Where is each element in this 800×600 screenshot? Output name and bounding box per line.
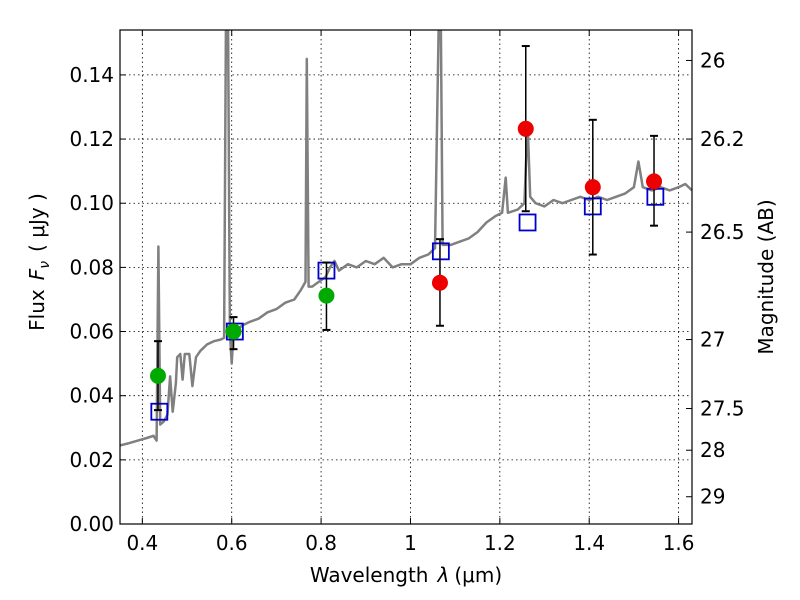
- plot-background: [120, 30, 692, 524]
- model-flux-square: [518, 213, 537, 232]
- observed-green-point: [225, 323, 242, 340]
- observed-red-point: [646, 173, 663, 190]
- y2-tick-label: 26: [700, 48, 725, 72]
- x-tick-label: 1.2: [484, 531, 516, 555]
- observed-red-point: [431, 274, 448, 291]
- error-bars: [149, 45, 663, 412]
- y2-tick-label: 27: [700, 328, 725, 352]
- y-axis-label-subscript: ν: [37, 261, 53, 269]
- x-tick-label: 0.6: [216, 531, 248, 555]
- x-axis: 0.4 0.6 0.8 1 1.2 1.4 1.6: [126, 30, 695, 555]
- y-tick-label: 0.06: [69, 320, 114, 344]
- x-tick-label: 0.8: [305, 531, 337, 555]
- model-spectrum-line: [120, 30, 692, 447]
- y-tick-label: 0.08: [69, 255, 114, 279]
- y-axis-label-prefix: Flux: [25, 289, 49, 331]
- y2-tick-label: 28: [700, 438, 725, 462]
- observed-green-point: [149, 367, 166, 384]
- x-axis-label-units: (μm): [454, 563, 502, 587]
- y-axis: 0.00 0.02 0.04 0.06 0.08 0.10 0.12 0.14: [69, 63, 126, 536]
- x-tick-label: 1.4: [573, 531, 605, 555]
- y-tick-label: 0.04: [69, 384, 114, 408]
- x-tick-label: 1: [404, 531, 417, 555]
- y-tick-label: 0.10: [69, 191, 114, 215]
- y-axis-label-units: ( μJy ): [25, 193, 49, 252]
- observed-red-point: [517, 120, 534, 137]
- y-tick-label: 0.00: [69, 512, 114, 536]
- model-flux-square: [150, 402, 169, 421]
- y-tick-label: 0.02: [69, 448, 114, 472]
- y2-tick-label: 29: [700, 485, 725, 509]
- observed-red-point: [584, 179, 601, 196]
- x-tick-label: 0.4: [126, 531, 158, 555]
- plot-frame: [119, 29, 693, 525]
- y-tick-label: 0.12: [69, 127, 114, 151]
- y2-axis-label: Magnitude (AB): [754, 199, 778, 354]
- observed-green-point: [318, 287, 335, 304]
- y-tick-label: 0.14: [69, 63, 114, 87]
- x-axis-label: Wavelength λ (μm): [310, 563, 502, 587]
- x-axis-label-prefix: Wavelength: [310, 563, 429, 587]
- x-axis-label-symbol: λ: [437, 563, 450, 587]
- y-axis-label: Flux Fν ( μJy ): [25, 193, 53, 331]
- y2-tick-label: 27.5: [700, 397, 745, 421]
- y2-axis: 26 26.2 26.5 27 27.5 28 29: [686, 48, 745, 509]
- y-axis-label-symbol: F: [25, 268, 49, 280]
- y2-tick-label: 26.2: [700, 127, 745, 151]
- model-flux-square: [431, 242, 450, 261]
- y2-tick-label: 26.5: [700, 220, 745, 244]
- x-tick-label: 1.6: [663, 531, 695, 555]
